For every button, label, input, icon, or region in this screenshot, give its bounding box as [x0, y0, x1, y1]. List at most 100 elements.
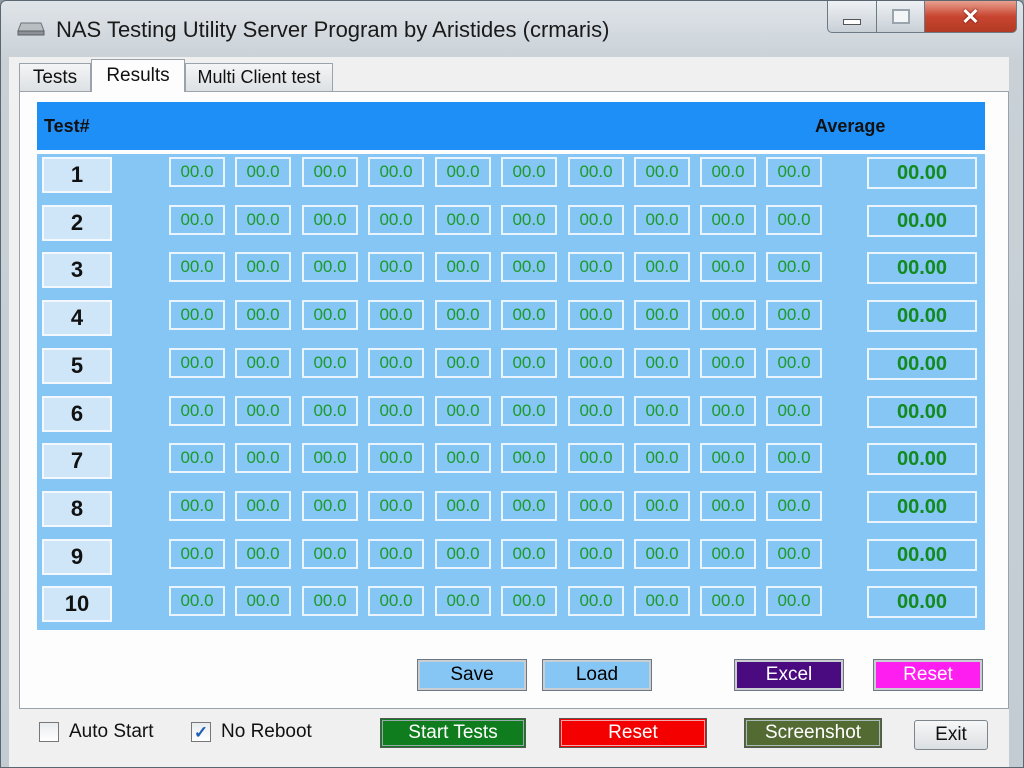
minimize-button[interactable] [827, 1, 877, 33]
result-cell[interactable]: 00.0 [169, 252, 225, 282]
result-cell[interactable]: 00.0 [634, 205, 690, 235]
maximize-button[interactable] [877, 1, 925, 33]
result-cell[interactable]: 00.0 [700, 300, 756, 330]
result-cell[interactable]: 00.0 [766, 491, 822, 521]
result-cell[interactable]: 00.0 [235, 252, 291, 282]
result-cell[interactable]: 00.0 [501, 491, 557, 521]
result-cell[interactable]: 00.0 [501, 539, 557, 569]
result-cell[interactable]: 00.0 [235, 539, 291, 569]
result-cell[interactable]: 00.0 [235, 396, 291, 426]
result-cell[interactable]: 00.0 [501, 348, 557, 378]
result-cell[interactable]: 00.0 [634, 300, 690, 330]
result-cell[interactable]: 00.0 [634, 443, 690, 473]
average-cell[interactable]: 00.00 [867, 300, 977, 332]
result-cell[interactable]: 00.0 [700, 348, 756, 378]
result-cell[interactable]: 00.0 [568, 348, 624, 378]
reset-button[interactable]: Reset [559, 718, 707, 748]
result-cell[interactable]: 00.0 [302, 396, 358, 426]
result-cell[interactable]: 00.0 [766, 252, 822, 282]
result-cell[interactable]: 00.0 [435, 539, 491, 569]
result-cell[interactable]: 00.0 [568, 300, 624, 330]
result-cell[interactable]: 00.0 [368, 205, 424, 235]
result-cell[interactable]: 00.0 [435, 491, 491, 521]
result-cell[interactable]: 00.0 [766, 205, 822, 235]
result-cell[interactable]: 00.0 [568, 539, 624, 569]
result-cell[interactable]: 00.0 [700, 586, 756, 616]
result-cell[interactable]: 00.0 [501, 443, 557, 473]
result-cell[interactable]: 00.0 [169, 586, 225, 616]
result-cell[interactable]: 00.0 [302, 157, 358, 187]
result-cell[interactable]: 00.0 [568, 491, 624, 521]
result-cell[interactable]: 00.0 [501, 586, 557, 616]
result-cell[interactable]: 00.0 [368, 252, 424, 282]
average-cell[interactable]: 00.00 [867, 348, 977, 380]
tab-tests[interactable]: Tests [19, 63, 91, 91]
start-tests-button[interactable]: Start Tests [380, 718, 526, 748]
result-cell[interactable]: 00.0 [169, 443, 225, 473]
title-bar[interactable]: NAS Testing Utility Server Program by Ar… [1, 1, 1023, 57]
result-cell[interactable]: 00.0 [700, 539, 756, 569]
result-cell[interactable]: 00.0 [501, 205, 557, 235]
average-cell[interactable]: 00.00 [867, 205, 977, 237]
result-cell[interactable]: 00.0 [435, 205, 491, 235]
result-cell[interactable]: 00.0 [302, 252, 358, 282]
average-cell[interactable]: 00.00 [867, 157, 977, 189]
result-cell[interactable]: 00.0 [435, 157, 491, 187]
result-cell[interactable]: 00.0 [501, 300, 557, 330]
result-cell[interactable]: 00.0 [302, 586, 358, 616]
result-cell[interactable]: 00.0 [634, 396, 690, 426]
result-cell[interactable]: 00.0 [368, 491, 424, 521]
auto-start-checkbox[interactable] [39, 722, 59, 742]
result-cell[interactable]: 00.0 [169, 348, 225, 378]
result-cell[interactable]: 00.0 [766, 157, 822, 187]
result-cell[interactable]: 00.0 [435, 252, 491, 282]
result-cell[interactable]: 00.0 [568, 586, 624, 616]
no-reboot-checkbox[interactable]: ✓ [191, 722, 211, 742]
result-cell[interactable]: 00.0 [368, 539, 424, 569]
result-cell[interactable]: 00.0 [766, 348, 822, 378]
average-cell[interactable]: 00.00 [867, 491, 977, 523]
result-cell[interactable]: 00.0 [501, 252, 557, 282]
result-cell[interactable]: 00.0 [302, 539, 358, 569]
result-cell[interactable]: 00.0 [368, 300, 424, 330]
result-cell[interactable]: 00.0 [302, 348, 358, 378]
result-cell[interactable]: 00.0 [435, 300, 491, 330]
result-cell[interactable]: 00.0 [700, 157, 756, 187]
result-cell[interactable]: 00.0 [700, 443, 756, 473]
excel-button[interactable]: Excel [734, 659, 844, 691]
result-cell[interactable]: 00.0 [169, 396, 225, 426]
exit-button[interactable]: Exit [914, 720, 988, 750]
result-cell[interactable]: 00.0 [235, 586, 291, 616]
result-cell[interactable]: 00.0 [368, 348, 424, 378]
result-cell[interactable]: 00.0 [368, 586, 424, 616]
close-button[interactable]: ✕ [925, 1, 1017, 33]
result-cell[interactable]: 00.0 [501, 396, 557, 426]
result-cell[interactable]: 00.0 [634, 586, 690, 616]
result-cell[interactable]: 00.0 [235, 205, 291, 235]
result-cell[interactable]: 00.0 [302, 443, 358, 473]
result-cell[interactable]: 00.0 [235, 443, 291, 473]
result-cell[interactable]: 00.0 [169, 539, 225, 569]
average-cell[interactable]: 00.00 [867, 252, 977, 284]
result-cell[interactable]: 00.0 [568, 157, 624, 187]
result-cell[interactable]: 00.0 [235, 300, 291, 330]
result-cell[interactable]: 00.0 [634, 348, 690, 378]
result-cell[interactable]: 00.0 [368, 157, 424, 187]
result-cell[interactable]: 00.0 [368, 443, 424, 473]
average-cell[interactable]: 00.00 [867, 396, 977, 428]
average-cell[interactable]: 00.00 [867, 443, 977, 475]
result-cell[interactable]: 00.0 [302, 491, 358, 521]
result-cell[interactable]: 00.0 [169, 300, 225, 330]
result-cell[interactable]: 00.0 [501, 157, 557, 187]
tab-multi-client-test[interactable]: Multi Client test [185, 63, 333, 91]
result-cell[interactable]: 00.0 [634, 252, 690, 282]
result-cell[interactable]: 00.0 [235, 491, 291, 521]
result-cell[interactable]: 00.0 [700, 396, 756, 426]
result-cell[interactable]: 00.0 [766, 443, 822, 473]
result-cell[interactable]: 00.0 [302, 205, 358, 235]
result-cell[interactable]: 00.0 [634, 539, 690, 569]
load-button[interactable]: Load [542, 659, 652, 691]
average-cell[interactable]: 00.00 [867, 539, 977, 571]
result-cell[interactable]: 00.0 [568, 252, 624, 282]
result-cell[interactable]: 00.0 [435, 586, 491, 616]
